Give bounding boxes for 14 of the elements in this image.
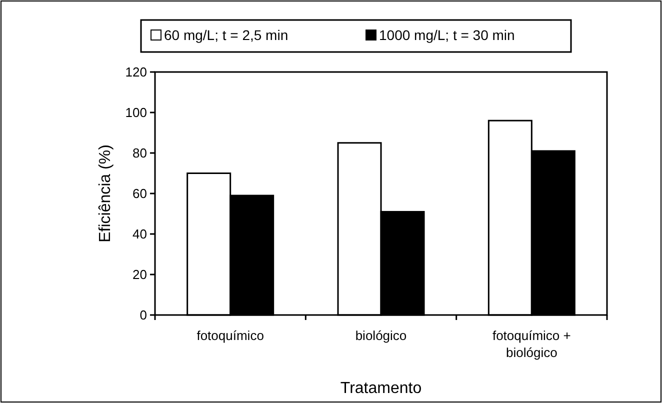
y-tick-label: 120 [125,64,147,80]
y-tick-label: 20 [132,267,147,282]
y-tick-label: 100 [125,105,147,120]
x-axis-title: Tratamento [340,380,422,397]
x-tick-label: biológico [355,328,407,343]
x-tick-label: fotoquímico + biológico [492,328,571,360]
legend-label: 1000 mg/L; t = 30 min [379,26,515,43]
y-tick-label: 60 [132,186,147,202]
y-tick-label: 0 [140,308,147,323]
x-tick-label: fotoquímico [196,328,264,343]
y-tick-label: 80 [132,146,147,161]
y-axis-title: Eficiência (%) [97,144,114,242]
y-tick-label: 40 [132,226,147,242]
legend-label: 60 mg/L; t = 2,5 min [164,26,288,43]
